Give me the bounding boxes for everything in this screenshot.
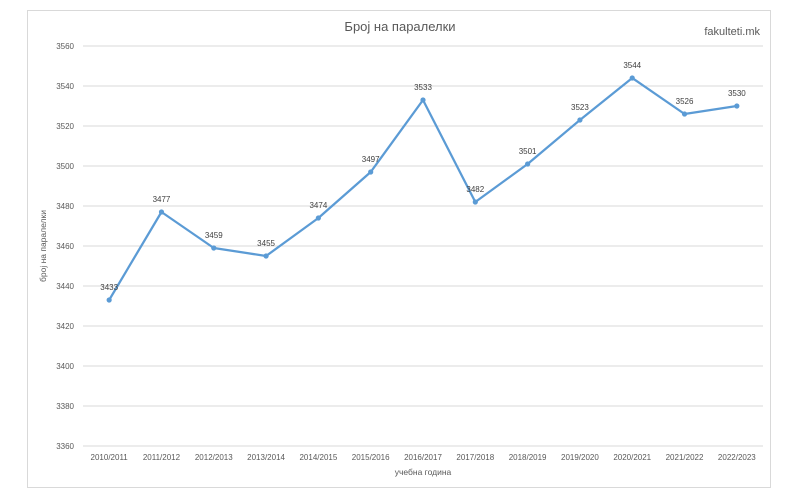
data-label: 3497 [362,155,380,164]
y-tick-label: 3540 [56,82,74,91]
data-label: 3474 [309,201,327,210]
chart-frame [27,10,771,488]
data-point [472,199,478,205]
data-label: 3477 [153,195,171,204]
y-tick-label: 3360 [56,442,74,451]
data-label: 3530 [728,89,746,98]
x-tick-label: 2021/2022 [666,453,704,462]
series-layer [106,75,740,303]
data-point [681,111,688,117]
y-tick-label: 3380 [56,402,74,411]
data-point [525,161,531,167]
x-axis-title: учебна година [395,467,452,477]
x-tick-label: 2016/2017 [404,453,442,462]
data-point [420,97,426,103]
data-point [263,253,269,259]
x-tick-label: 2015/2016 [352,453,390,462]
y-tick-label: 3560 [56,42,74,51]
data-label: 3459 [205,231,223,240]
x-tick-label: 2011/2012 [143,453,181,462]
data-label: 3544 [623,61,641,70]
data-point [368,169,374,175]
data-label: 3523 [571,103,589,112]
gridlines [83,45,763,447]
x-tick-label: 2013/2014 [247,453,285,462]
data-label: 3455 [257,239,275,248]
y-tick-labels: 3360 3380 3400 3420 3440 3460 3480 3500 3520 3540… [56,42,74,451]
x-tick-label: 2010/2011 [91,453,129,462]
y-tick-label: 3480 [56,202,74,211]
data-label: 3433 [100,283,118,292]
x-tick-label: 2014/2015 [299,453,337,462]
y-tick-label: 3460 [56,242,74,251]
data-label: 3482 [466,185,484,194]
x-tick-label: 2019/2020 [561,453,599,462]
watermark: fakulteti.mk [704,26,760,38]
data-point [211,245,217,251]
y-axis-title: број на паралелки [38,210,48,282]
x-tick-label: 2012/2013 [195,453,233,462]
data-label: 3533 [414,83,432,92]
data-point [629,75,635,81]
x-tick-label: 2018/2019 [509,453,547,462]
data-point [577,117,583,123]
y-tick-label: 3440 [56,282,74,291]
x-tick-label: 2017/2018 [456,453,494,462]
y-tick-label: 3420 [56,322,74,331]
data-point [734,103,740,109]
data-point [158,209,165,215]
y-tick-label: 3400 [56,362,74,371]
data-labels: 3433 3477 3459 3455 3474 3497 3533 3482 3501 3523… [100,61,746,292]
y-tick-label: 3500 [56,162,74,171]
data-label: 3501 [519,147,537,156]
y-tick-label: 3520 [56,122,74,131]
data-label: 3526 [676,97,694,106]
chart-title: Број на паралелки [344,19,456,34]
data-point [106,297,112,303]
data-point [315,215,321,221]
x-tick-labels: 2010/2011 2011/2012 2012/2013 2013/2014 2014… [91,453,757,462]
x-tick-label: 2022/2023 [718,453,756,462]
series-line [108,76,738,301]
x-tick-label: 2020/2021 [613,453,651,462]
